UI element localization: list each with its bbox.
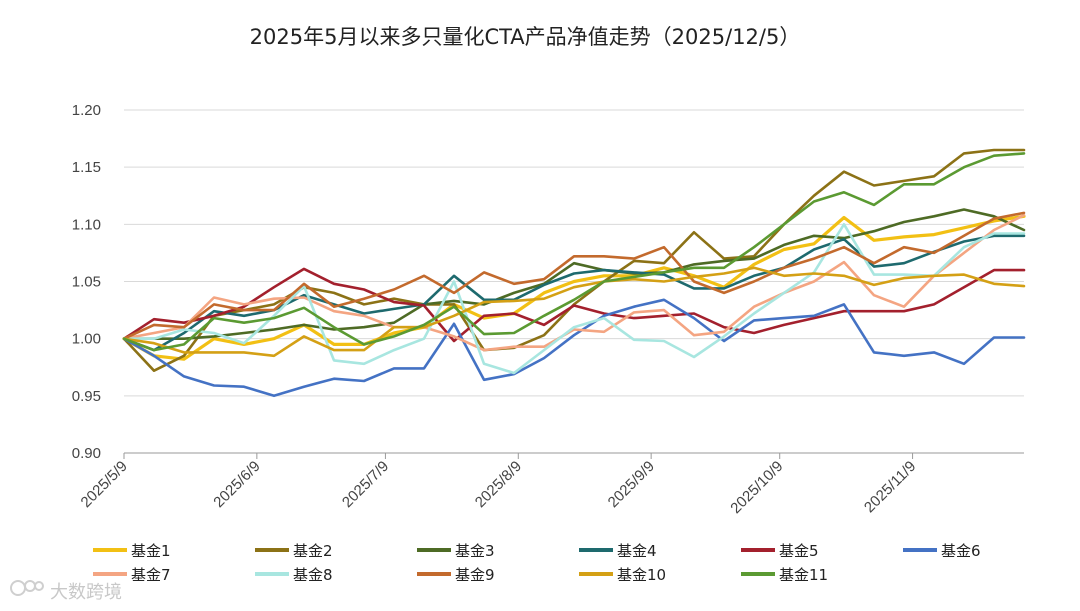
legend-label: 基金4: [617, 542, 657, 560]
y-axis: 0.90 0.95 1.00 1.05 1.10 1.15 1.20: [72, 102, 101, 462]
series-line-6: [122, 298, 1026, 398]
legend: 基金1 基金2 基金3 基金4 基金5 基金6 基金7 基金8 基金9 基金10 基金11: [93, 542, 981, 584]
x-tick-label: 2025/11/9: [861, 458, 919, 516]
x-tick-label: 2025/9/9: [605, 458, 658, 511]
series-line-5: [122, 267, 1026, 343]
series-line-11: [122, 152, 1026, 352]
legend-label: 基金9: [455, 566, 495, 584]
y-tick-label: 1.15: [72, 159, 101, 176]
legend-label: 基金1: [131, 542, 171, 560]
x-tick-label: 2025/7/9: [339, 458, 392, 511]
series-lines: [122, 148, 1026, 398]
y-tick-label: 0.90: [72, 445, 101, 462]
y-tick-label: 1.00: [72, 331, 101, 348]
legend-label: 基金7: [131, 566, 171, 584]
series-line-9: [122, 211, 1026, 341]
series-line-1: [122, 214, 1026, 361]
y-tick-label: 1.05: [72, 274, 101, 291]
series-line-3: [122, 208, 1026, 341]
legend-label: 基金8: [293, 566, 333, 584]
legend-label: 基金5: [779, 542, 819, 560]
x-tick-label: 2025/8/9: [472, 458, 525, 511]
x-axis: 2025/5/9 2025/6/9 2025/7/9 2025/8/9 2025/9/9…: [78, 453, 919, 517]
series-line-2: [122, 148, 1026, 373]
chart-title: 2025年5月以来多只量化CTA产品净值走势（2025/12/5）: [250, 25, 801, 49]
y-tick-label: 0.95: [72, 388, 101, 405]
series-line-4: [122, 234, 1026, 352]
y-tick-label: 1.10: [72, 216, 101, 233]
watermark: 大数跨境: [10, 580, 122, 603]
legend-label: 基金6: [941, 542, 981, 560]
series-line-10: [122, 266, 1026, 358]
legend-label: 基金10: [617, 566, 666, 584]
legend-label: 基金11: [779, 566, 828, 584]
legend-label: 基金3: [455, 542, 495, 560]
x-tick-label: 2025/10/9: [727, 458, 786, 517]
series-line-8: [122, 223, 1026, 375]
watermark-text: 大数跨境: [50, 582, 122, 603]
series-line-7: [122, 213, 1026, 352]
watermark-logo-icon: [10, 580, 44, 596]
y-tick-label: 1.20: [72, 102, 101, 119]
x-tick-label: 2025/5/9: [78, 458, 131, 511]
legend-label: 基金2: [293, 542, 333, 560]
x-tick-label: 2025/6/9: [210, 458, 263, 511]
